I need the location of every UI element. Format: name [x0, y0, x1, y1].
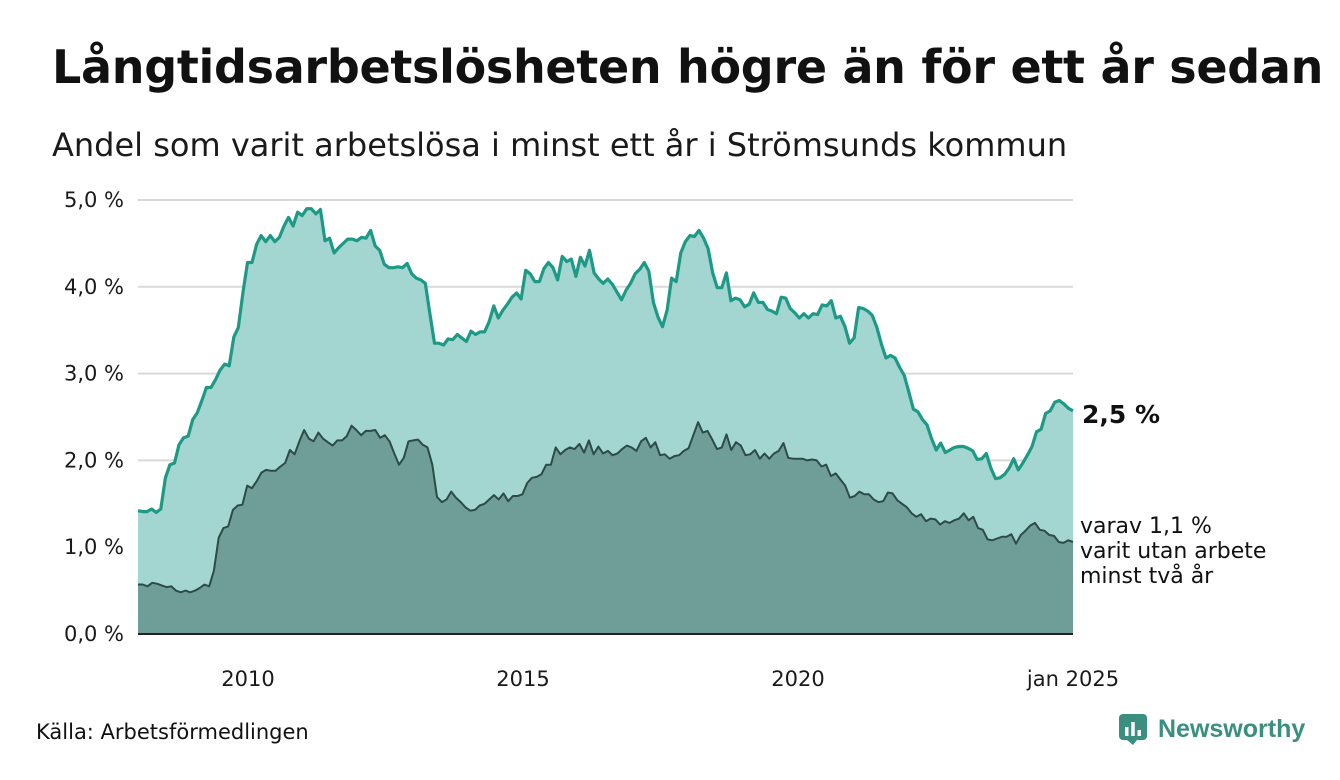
brand-name: Newsworthy [1158, 714, 1306, 743]
end-value-label: 2,5 % [1082, 400, 1160, 429]
source-credit: Källa: Arbetsförmedlingen [36, 720, 309, 744]
line-long [137, 207, 1074, 515]
y-tick-label-2: 2,0 % [64, 448, 124, 472]
chart-labels: 2,5 % varav 1,1 % varit utan arbete mins… [1080, 400, 1266, 589]
y-tick-label-3: 3,0 % [64, 362, 124, 386]
newsworthy-logo-icon [1119, 714, 1147, 745]
x-tick-label-1: 2015 [496, 667, 549, 691]
x-tick-label-2: 2020 [771, 667, 824, 691]
y-tick-label-0: 0,0 % [64, 622, 124, 646]
y-tick-label-5: 5,0 % [64, 188, 124, 212]
x-tick-label-0: 2010 [221, 667, 274, 691]
chart-areas [137, 207, 1074, 634]
axes: 0,0 % 1,0 % 2,0 % 3,0 % 4,0 % 5,0 % 2010 2015 20… [64, 188, 1119, 691]
y-tick-label-4: 4,0 % [64, 275, 124, 299]
y-tick-label-1: 1,0 % [64, 535, 124, 559]
note-line-3: minst två år [1080, 563, 1214, 589]
note-line-2: varit utan arbete [1080, 539, 1266, 564]
page-subtitle: Andel som varit arbetslösa i minst ett å… [52, 126, 1068, 164]
area-very_long [138, 422, 1073, 634]
page-title: Långtidsarbetslösheten högre än för ett … [52, 40, 1324, 94]
x-tick-label-3: jan 2025 [1026, 667, 1119, 691]
note-line-1: varav 1,1 % [1080, 514, 1212, 539]
line-very_long [138, 421, 1074, 594]
brand-logo: Newsworthy [1118, 713, 1305, 745]
